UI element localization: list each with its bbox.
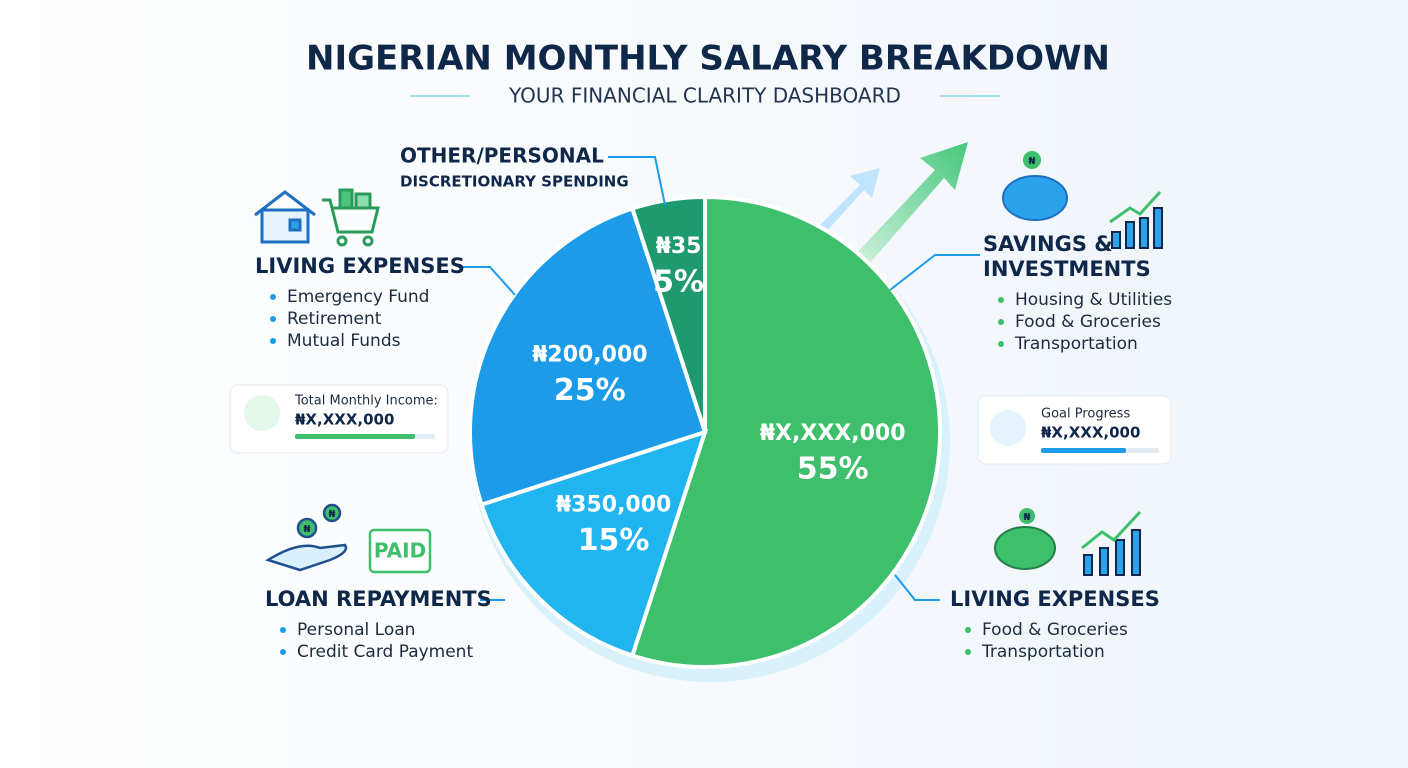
bullet	[998, 297, 1004, 303]
callout-title: LIVING EXPENSES	[950, 587, 1160, 611]
coin-symbol: ₦	[1024, 512, 1031, 523]
progress-bar	[295, 434, 415, 439]
trend-icon	[1109, 190, 1162, 224]
card-amount: ₦X,XXX,000	[295, 411, 394, 429]
hand-icon	[265, 503, 432, 574]
callout-title: INVESTMENTS	[983, 257, 1151, 281]
coin-symbol: ₦	[304, 524, 311, 535]
coin-symbol: ₦	[1029, 156, 1036, 167]
piggy-icon	[994, 151, 1068, 570]
bullet	[965, 649, 971, 655]
callout-item: Food & Groceries	[1015, 312, 1161, 332]
callout-item: Emergency Fund	[287, 287, 429, 307]
callouts: OTHER/PERSONAL DISCRETIONARY SPENDING LIVI…	[255, 144, 1172, 663]
slice-amount: ₦X,XXX,000	[760, 421, 906, 446]
callout-item: Credit Card Payment	[297, 642, 473, 662]
bullet	[270, 316, 276, 322]
callout-item: Housing & Utilities	[1015, 290, 1172, 310]
subtitle: YOUR FINANCIAL CLARITY DASHBOARD	[508, 84, 901, 108]
callout-item: Transportation	[1014, 334, 1138, 354]
bullet	[998, 319, 1004, 325]
growth-arrow	[850, 142, 968, 272]
bar-icon	[1083, 207, 1163, 576]
callout-title: OTHER/PERSONAL	[400, 144, 604, 168]
card-label: Goal Progress	[1041, 407, 1130, 422]
bullet	[270, 294, 276, 300]
pie-slice	[629, 194, 707, 433]
card-icon	[990, 410, 1026, 446]
bullet	[998, 341, 1004, 347]
card-amount: ₦X,XXX,000	[1041, 424, 1140, 442]
slice-percent: 5%	[653, 264, 704, 299]
callout-item: Food & Groceries	[982, 620, 1128, 640]
bullet	[280, 649, 286, 655]
growth-arrow	[820, 168, 880, 232]
callout-title: DISCRETIONARY SPENDING	[400, 173, 629, 191]
pie-slice	[629, 194, 942, 669]
house-icon	[254, 190, 316, 244]
callout-item: Transportation	[981, 642, 1105, 662]
callout-title: LIVING EXPENSES	[255, 254, 465, 278]
bullet	[965, 627, 971, 633]
connectors	[458, 156, 980, 601]
cart-icon	[322, 188, 380, 247]
progress-bar	[1041, 448, 1126, 453]
goal-card	[977, 395, 1172, 465]
trend-icon	[1081, 510, 1142, 550]
callout-item: Retirement	[287, 309, 382, 329]
paid-badge: PAID	[374, 539, 426, 563]
slice-percent: 25%	[554, 373, 626, 408]
callout-title: SAVINGS &	[983, 232, 1113, 256]
title: NIGERIAN MONTHLY SALARY BREAKDOWN	[306, 39, 1110, 79]
callout-item: Personal Loan	[297, 620, 415, 640]
card-label: Total Monthly Income:	[294, 394, 438, 409]
bullet	[280, 627, 286, 633]
slice-percent: 15%	[578, 523, 650, 558]
slice-amount: ₦350,000	[556, 492, 672, 517]
pie: ₦X,XXX,000 55% ₦350,000 15% ₦200,000 25% ₦35 5%	[468, 194, 942, 669]
coin-symbol: ₦	[329, 509, 336, 520]
slice-amount: ₦200,000	[532, 342, 648, 367]
slice-amount: ₦35	[656, 234, 702, 259]
callout-title: LOAN REPAYMENTS	[265, 587, 492, 611]
card-icon	[244, 395, 280, 431]
pie-slice	[468, 205, 708, 508]
bullet	[270, 338, 276, 344]
slice-percent: 55%	[797, 452, 869, 487]
callout-item: Mutual Funds	[287, 331, 401, 351]
